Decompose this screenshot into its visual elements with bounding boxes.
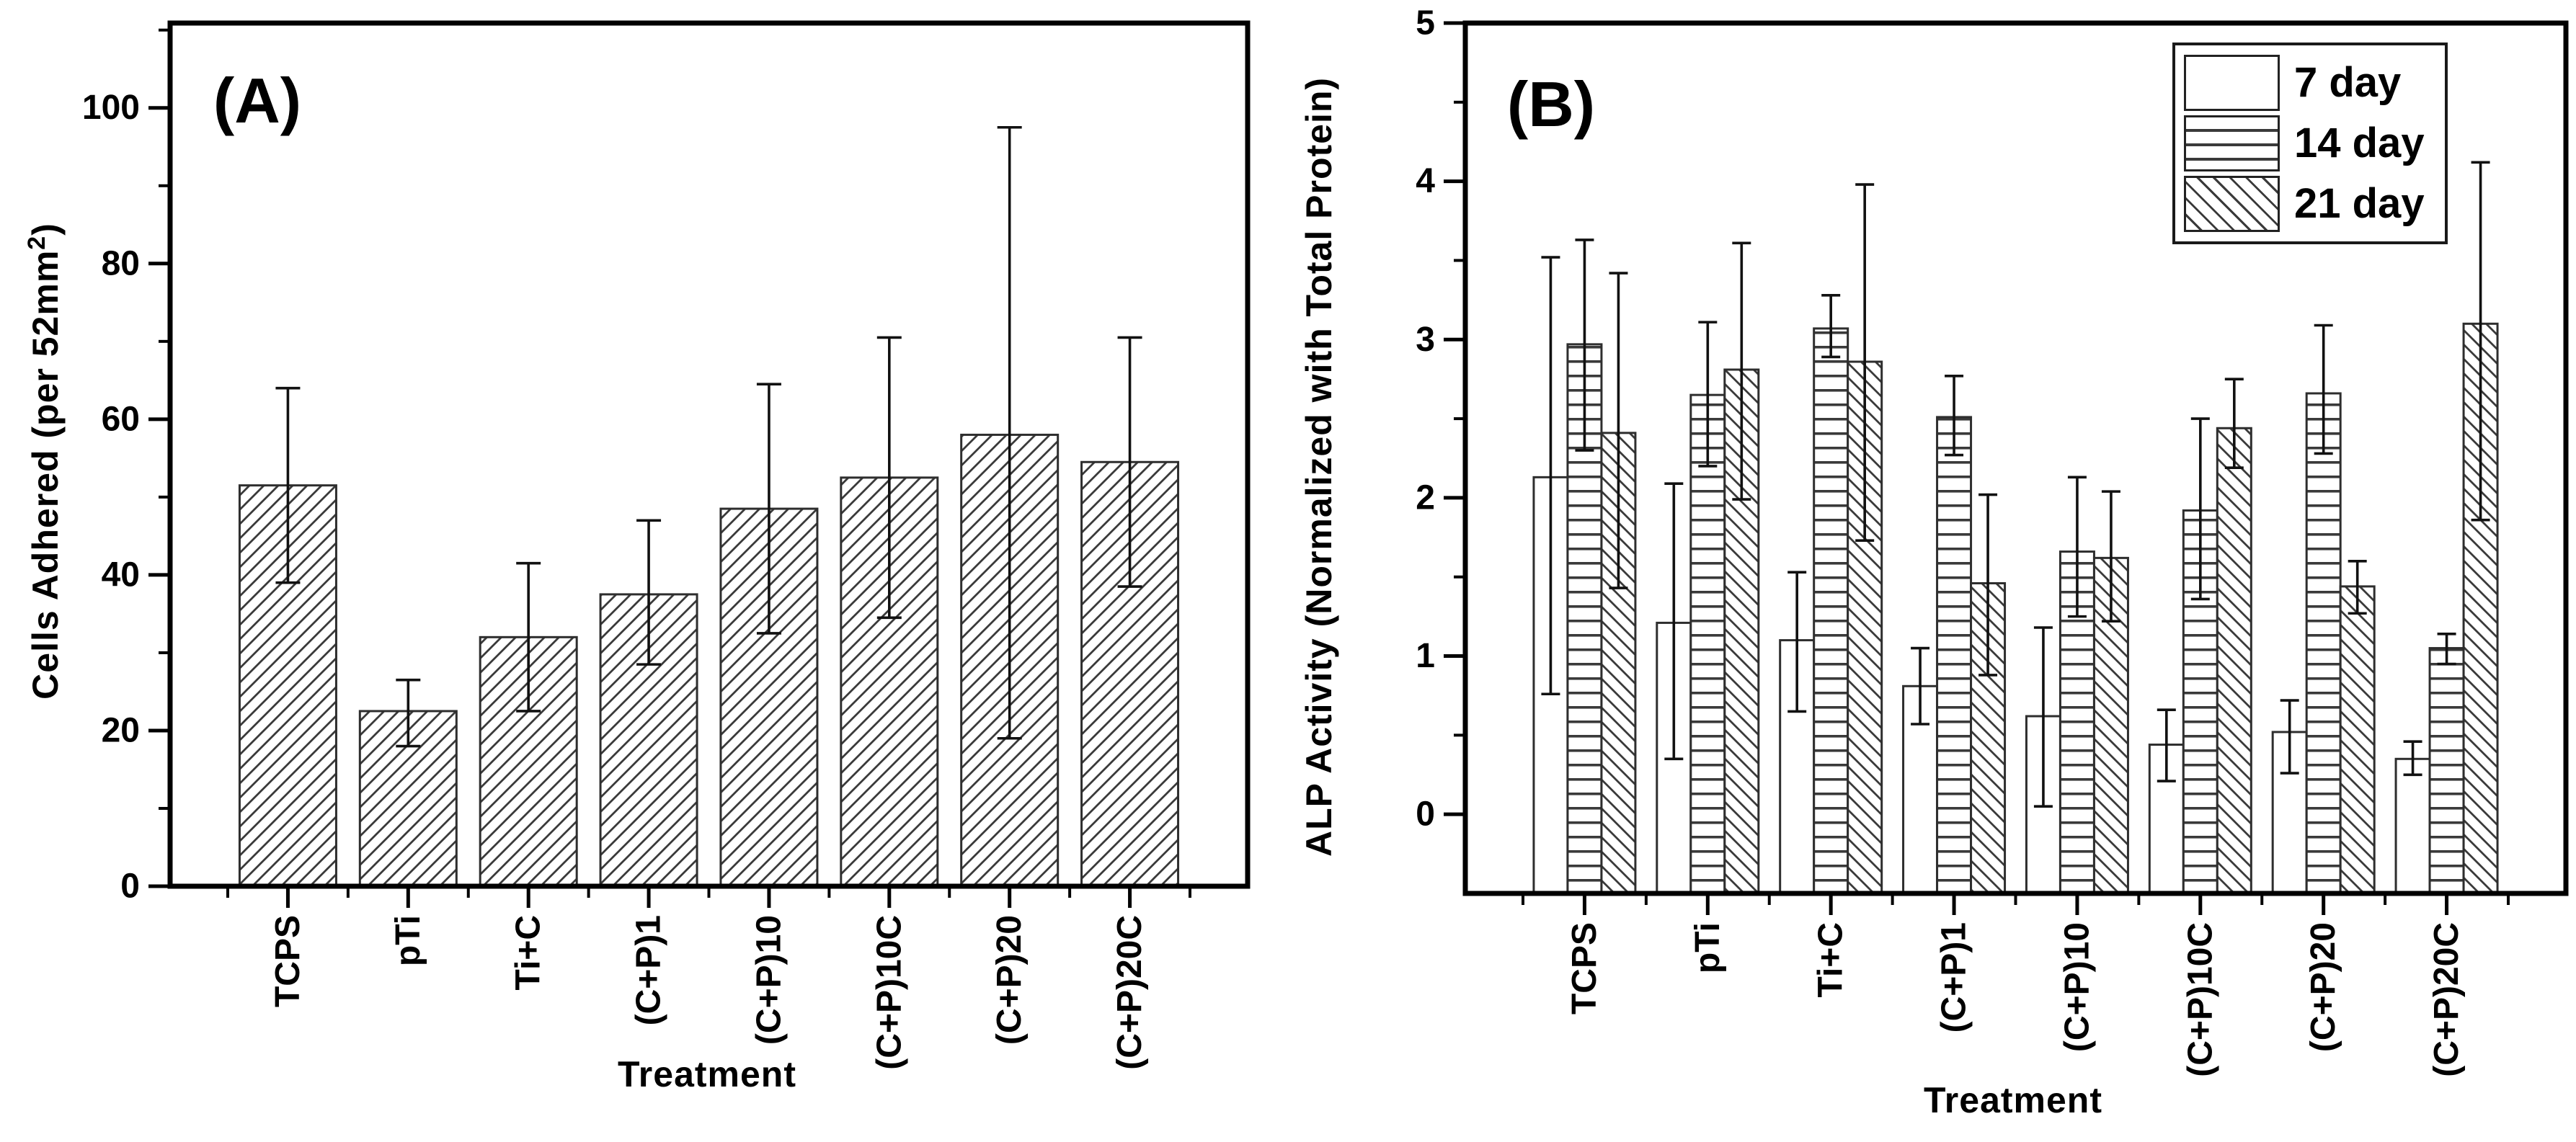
- category-label: Ti+C: [1812, 922, 1850, 997]
- category-label: (C+P)10: [750, 915, 788, 1045]
- y-axis-title-close: ): [25, 223, 66, 236]
- y-axis-title-superscript: 2: [23, 235, 51, 250]
- category-label: (C+P)10: [2058, 922, 2096, 1052]
- category-label: (C+P)10C: [2181, 922, 2219, 1077]
- legend-swatch-7day: [2184, 55, 2280, 111]
- legend-label-21day: 21 day: [2294, 180, 2425, 227]
- y-tick-label: 40: [102, 556, 140, 594]
- y-tick-label: 60: [102, 400, 140, 438]
- y-tick-label: 20: [102, 711, 140, 749]
- bar-hatch: [1937, 416, 1971, 893]
- category-label: (C+P)20: [2304, 922, 2342, 1052]
- category-label: (C+P)1: [1935, 922, 1973, 1032]
- y-tick-label: 1: [1416, 637, 1435, 675]
- panel-a-x-axis-title: Treatment: [618, 1054, 796, 1094]
- legend: 7 day 14 day 21 day: [2172, 43, 2448, 244]
- y-tick-label: 80: [102, 244, 140, 282]
- bar-hatch: [2340, 586, 2375, 893]
- panel-b-chart: 0 1 2 3 4 5 TCPS pTi Ti+C (C+P)1 (C+P)10 (C+P)10C (C…: [1416, 4, 2569, 1077]
- category-label: (C+P)10C: [870, 915, 908, 1070]
- category-label: (C+P)20C: [1111, 915, 1149, 1070]
- legend-item-14day: 14 day: [2184, 113, 2436, 174]
- category-label: (C+P)20: [990, 915, 1029, 1045]
- panel-a-y-axis-title: Cells Adhered (per 52mm2): [23, 223, 66, 700]
- y-tick-label: 5: [1416, 4, 1435, 43]
- bar-hatch: [2430, 648, 2464, 893]
- panel-b-y-axis-title: ALP Activity (Normalized with Total Prot…: [1299, 76, 1339, 857]
- category-label: (C+P)20C: [2428, 922, 2466, 1077]
- legend-label-14day: 14 day: [2294, 120, 2425, 166]
- category-label: Ti+C: [510, 915, 548, 990]
- y-axis-title-text: Cells Adhered (per 52mm: [25, 249, 66, 700]
- legend-label-7day: 7 day: [2294, 59, 2402, 106]
- category-label: pTi: [389, 915, 427, 966]
- bar-hatch: [2217, 428, 2252, 893]
- panel-b-label: (B): [1506, 68, 1596, 140]
- y-tick-label: 100: [82, 89, 140, 127]
- legend-item-7day: 7 day: [2184, 53, 2436, 113]
- y-tick-label: 2: [1416, 478, 1435, 517]
- bar-hatch: [1690, 395, 1725, 893]
- y-tick-label: 4: [1416, 162, 1435, 200]
- y-tick-label: 0: [120, 867, 140, 906]
- y-tick-label: 3: [1416, 321, 1435, 359]
- panel-a-chart: 0 20 40 60 80 100 TCPS pTi Ti+C (C+P)1 (C+P)10 (C+P…: [82, 20, 1251, 1070]
- panel-b-x-axis-title: Treatment: [1924, 1080, 2102, 1120]
- y-tick-label: 0: [1416, 795, 1435, 834]
- legend-item-21day: 21 day: [2184, 174, 2436, 234]
- category-label: pTi: [1689, 922, 1727, 973]
- category-label: (C+P)1: [630, 915, 668, 1025]
- bar-hatch: [2306, 393, 2341, 893]
- panel-a-label: (A): [213, 65, 302, 136]
- category-label: TCPS: [1565, 922, 1604, 1014]
- bar-fill: [2396, 759, 2430, 893]
- bar-hatch: [1813, 328, 1848, 893]
- category-label: TCPS: [269, 915, 307, 1007]
- legend-swatch-21day: [2184, 176, 2280, 232]
- legend-swatch-14day: [2184, 115, 2280, 171]
